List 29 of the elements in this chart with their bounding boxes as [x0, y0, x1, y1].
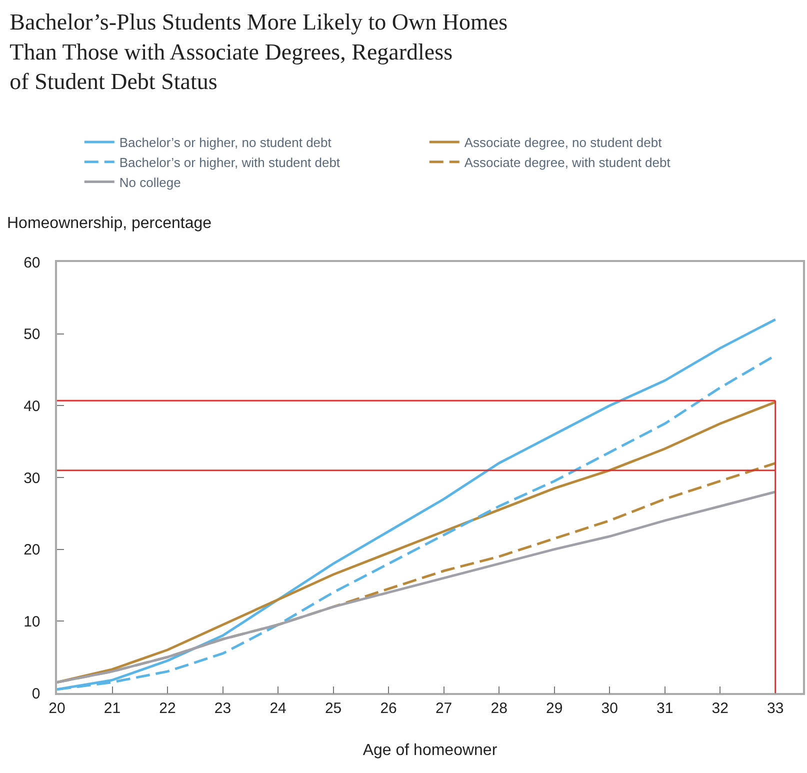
y-tick-label: 50	[24, 326, 40, 344]
x-tick-label: 27	[435, 700, 452, 717]
x-tick-label: 32	[712, 700, 728, 717]
x-tick-label: 21	[104, 700, 121, 717]
y-tick-label: 20	[24, 542, 40, 559]
legend-label: Associate degree, no student debt	[464, 135, 662, 150]
legend-label: Bachelor’s or higher, with student debt	[119, 154, 340, 170]
x-tick-label: 33	[767, 700, 784, 717]
x-tick-label: 30	[601, 700, 618, 717]
chart-title: Bachelor’s-Plus Students More Likely to Own Homes Than Those with Associate Degrees, Regardless of Student Debt Status	[10, 9, 508, 94]
x-tick-label: 25	[324, 700, 342, 717]
y-tick-label: 40	[24, 398, 40, 415]
x-tick-label: 22	[159, 700, 176, 717]
legend-label: Associate degree, with student debt	[464, 154, 671, 170]
x-tick-label: 26	[380, 700, 397, 717]
y-axis-title: Homeownership, percentage	[7, 215, 212, 232]
y-tick-label: 0	[32, 685, 40, 702]
x-tick-label: 28	[490, 700, 508, 717]
x-tick-label: 24	[270, 700, 286, 717]
x-axis-title: Age of homeowner	[362, 742, 498, 759]
y-tick-label: 30	[24, 470, 40, 487]
y-tick-label: 60	[24, 254, 40, 272]
x-tick-label: 29	[546, 700, 563, 717]
legend-label: Bachelor’s or higher, no student debt	[119, 135, 332, 150]
x-tick-label: 20	[48, 700, 66, 717]
x-tick-label: 31	[656, 700, 674, 717]
x-tick-label: 23	[214, 700, 232, 717]
y-tick-label: 10	[24, 613, 40, 630]
legend-label: No college	[119, 174, 181, 190]
